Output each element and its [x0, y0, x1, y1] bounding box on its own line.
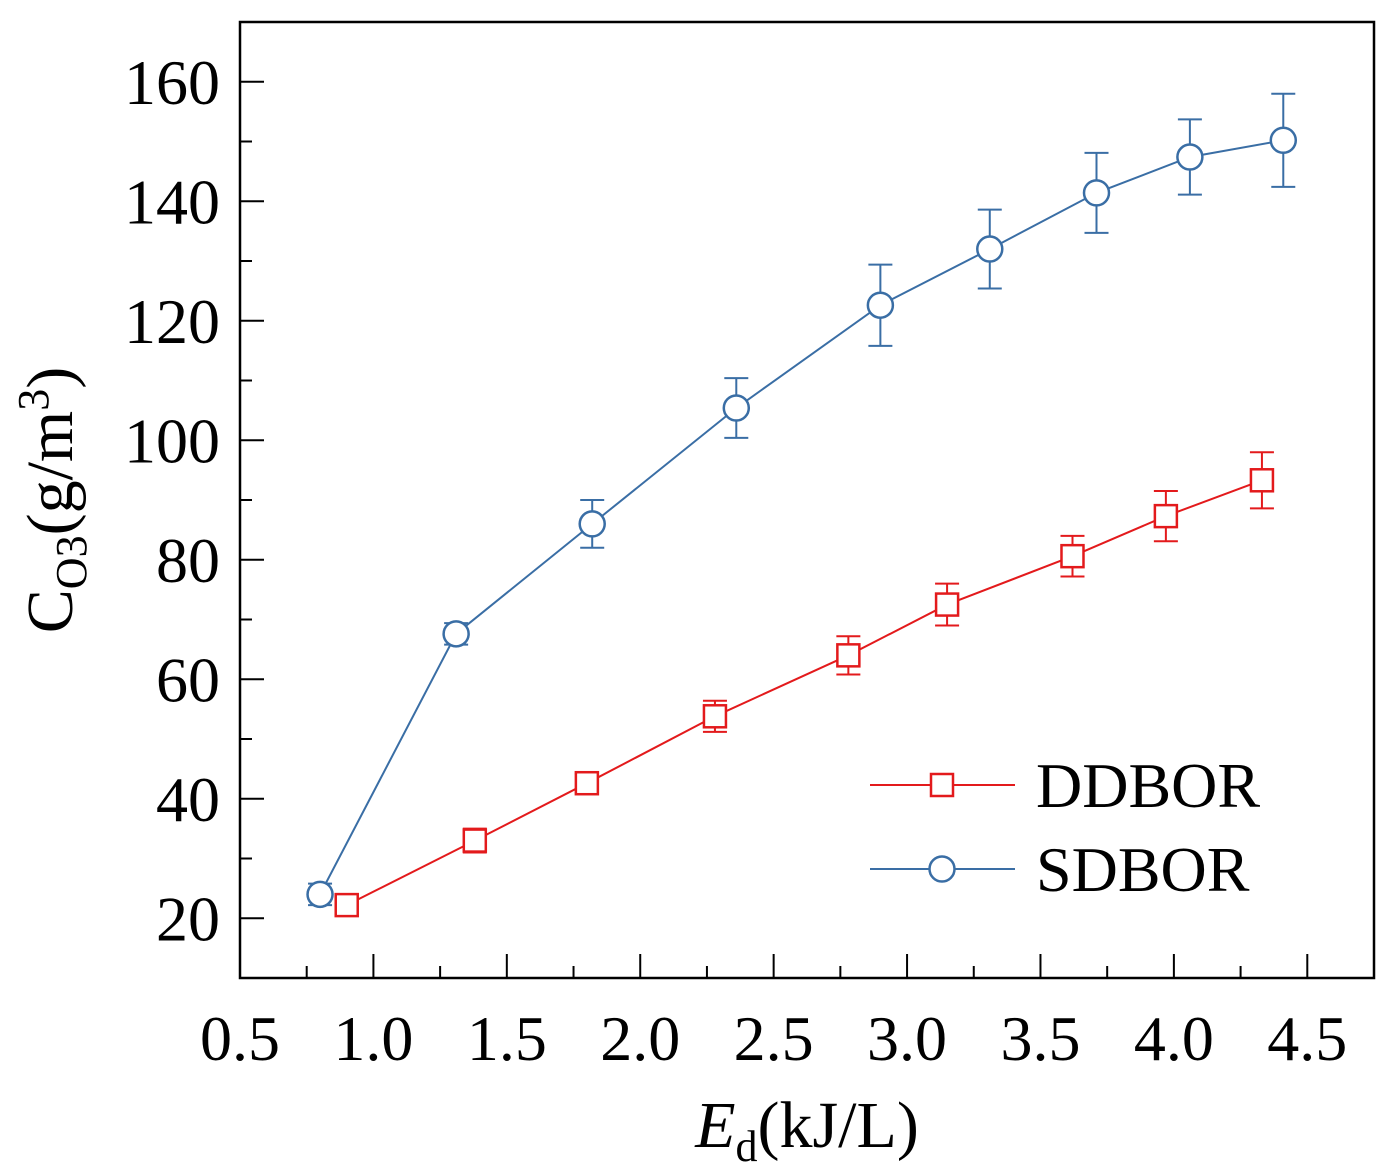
data-point-sdbor — [1082, 179, 1111, 207]
data-point-sdbor — [866, 291, 895, 319]
legend-label-sdbor: SDBOR — [1036, 834, 1250, 905]
plot-frame — [238, 20, 1376, 980]
y-tick-label: 120 — [124, 286, 220, 357]
x-axis-title-main: E — [694, 1089, 735, 1162]
y-tick-label: 80 — [156, 525, 220, 596]
legend-label-ddbor: DDBOR — [1036, 750, 1260, 821]
legend-marker-sdbor — [928, 855, 956, 883]
y-axis-title-unit-pre: (g/m — [14, 411, 87, 536]
y-tick-label: 20 — [156, 883, 220, 954]
data-point-ddbor — [1153, 503, 1179, 529]
data-point-ddbor — [1060, 543, 1085, 569]
y-tick-label: 100 — [124, 405, 220, 476]
data-point-ddbor — [702, 704, 728, 729]
y-tick-label: 40 — [156, 764, 220, 835]
y-axis-title-sub: O3 — [47, 535, 96, 589]
x-tick-label: 2.0 — [600, 1003, 680, 1074]
data-point-sdbor — [442, 620, 470, 648]
series-sdbor — [306, 92, 1298, 909]
tick-labels: 0.5 1.0 1.5 2.0 2.5 3.0 3.5 4.0 4.5 20 40 60 80 100 12… — [124, 47, 1347, 1074]
y-tick-label: 60 — [156, 644, 220, 715]
x-tick-label: 3.0 — [867, 1003, 947, 1074]
series-ddbor — [334, 451, 1275, 918]
data-point-ddbor — [934, 592, 960, 617]
x-tick-label: 3.5 — [1000, 1003, 1080, 1074]
y-tick-label: 160 — [124, 47, 220, 118]
data-point-ddbor — [334, 892, 359, 918]
x-axis-title-unit: (kJ/L) — [758, 1089, 919, 1162]
series-layer — [306, 92, 1298, 918]
x-axis-title-sub: d — [736, 1122, 758, 1171]
data-point-ddbor — [836, 643, 861, 668]
x-tick-label: 1.0 — [333, 1003, 413, 1074]
y-axis-title-main: C — [14, 589, 87, 633]
data-point-sdbor — [1176, 143, 1204, 171]
data-point-sdbor — [578, 510, 606, 538]
legend-item-sdbor: SDBOR — [870, 834, 1250, 905]
y-axis-title: CO3(g/m3) — [9, 367, 96, 633]
data-point-ddbor — [1249, 468, 1275, 493]
x-tick-label: 4.5 — [1267, 1003, 1347, 1074]
y-axis-title-sup: 3 — [9, 389, 58, 411]
data-point-sdbor — [976, 235, 1004, 263]
legend: DDBOR SDBOR — [870, 750, 1260, 905]
x-tick-label: 0.5 — [200, 1003, 280, 1074]
data-point-sdbor — [722, 394, 751, 422]
x-tick-label: 4.0 — [1134, 1003, 1214, 1074]
x-tick-label: 1.5 — [467, 1003, 547, 1074]
data-point-sdbor — [1269, 126, 1298, 155]
legend-item-ddbor: DDBOR — [870, 750, 1260, 821]
x-tick-label: 2.5 — [734, 1003, 814, 1074]
axis-ticks — [239, 80, 1309, 978]
legend-marker-ddbor — [929, 772, 955, 798]
data-point-sdbor — [306, 880, 334, 909]
x-axis-title: Ed(kJ/L) — [694, 1089, 919, 1171]
data-point-ddbor — [574, 770, 600, 796]
y-tick-label: 140 — [124, 166, 220, 237]
y-axis-title-unit-post: ) — [14, 367, 87, 389]
data-point-ddbor — [462, 828, 488, 853]
